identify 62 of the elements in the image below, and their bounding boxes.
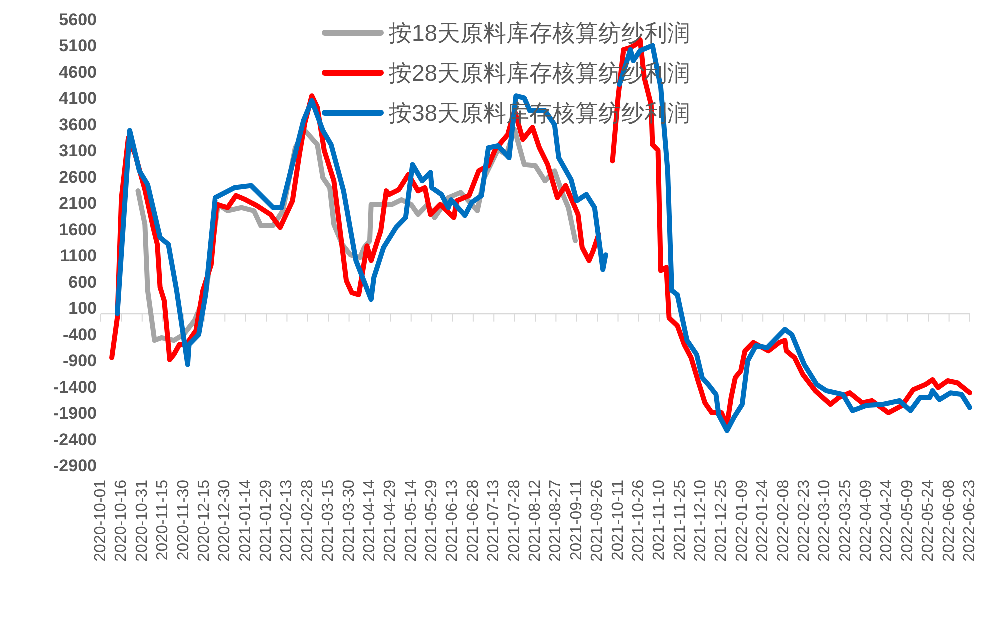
x-tick-label: 2021-04-29 bbox=[382, 480, 400, 562]
x-tick-label: 2021-05-29 bbox=[424, 480, 441, 562]
x-tick-label: 2021-02-13 bbox=[278, 480, 296, 562]
x-tick-label: 2021-01-29 bbox=[258, 480, 276, 562]
y-tick-label: 4600 bbox=[59, 62, 97, 82]
x-tick-label: 2022-06-08 bbox=[940, 480, 958, 562]
x-tick-label: 2021-02-28 bbox=[299, 480, 316, 562]
y-tick-label: 1100 bbox=[60, 246, 97, 266]
x-tick-label: 2021-12-10 bbox=[692, 480, 710, 562]
x-tick-label: 2021-11-25 bbox=[672, 480, 689, 561]
x-tick-label: 2020-10-01 bbox=[92, 480, 110, 562]
x-tick-label: 2020-11-15 bbox=[154, 480, 172, 561]
x-tick-label: 2021-08-12 bbox=[527, 480, 544, 562]
x-tick-label: 2021-06-28 bbox=[464, 480, 482, 562]
y-tick-label: -900 bbox=[62, 352, 97, 371]
x-tick-label: 2021-01-14 bbox=[237, 480, 254, 562]
x-tick-label: 2020-10-31 bbox=[134, 480, 151, 562]
x-tick-label: 2022-01-24 bbox=[754, 480, 772, 562]
x-tick-label: 2021-07-28 bbox=[506, 480, 524, 562]
x-tick-label: 2021-11-10 bbox=[651, 480, 668, 561]
y-tick-label: -2900 bbox=[54, 456, 97, 476]
x-tick-label: 2021-10-26 bbox=[630, 480, 648, 562]
x-tick-label: 2021-10-11 bbox=[610, 480, 627, 561]
x-tick-label: 2022-04-24 bbox=[878, 480, 896, 562]
x-tick-label: 2022-06-23 bbox=[962, 480, 978, 562]
y-tick-label: 2100 bbox=[59, 194, 97, 214]
y-tick-label: -400 bbox=[62, 325, 97, 344]
y-tick-label: 5600 bbox=[59, 10, 97, 30]
legend-label: 按18天原料库存核算纺纱利润 bbox=[389, 20, 691, 46]
y-tick-label: -1400 bbox=[54, 378, 97, 397]
y-tick-label: 5100 bbox=[59, 36, 97, 56]
y-tick-label: -2400 bbox=[54, 430, 97, 450]
x-tick-label: 2022-02-23 bbox=[796, 480, 813, 562]
x-tick-label: 2021-07-13 bbox=[486, 480, 503, 562]
x-tick-label: 2020-12-30 bbox=[216, 480, 234, 562]
x-tick-label: 2022-05-24 bbox=[920, 480, 938, 562]
x-tick-label: 2021-09-26 bbox=[589, 480, 606, 562]
x-tick-label: 2021-03-30 bbox=[340, 480, 358, 562]
x-tick-label: 2020-12-15 bbox=[196, 480, 213, 562]
x-tick-label: 2021-12-25 bbox=[713, 480, 730, 562]
x-tick-label: 2022-03-25 bbox=[837, 480, 854, 562]
x-tick-label: 2020-11-30 bbox=[175, 480, 192, 561]
x-tick-label: 2022-04-09 bbox=[858, 480, 876, 562]
x-tick-label: 2022-02-08 bbox=[775, 480, 792, 562]
y-tick-label: 1600 bbox=[59, 220, 97, 240]
y-tick-label: 3100 bbox=[59, 142, 97, 161]
x-tick-label: 2020-10-16 bbox=[113, 480, 130, 562]
x-tick-label: 2022-03-10 bbox=[816, 480, 834, 562]
y-tick-label: 4100 bbox=[59, 89, 97, 108]
x-tick-label: 2021-08-27 bbox=[548, 480, 565, 562]
x-tick-label: 2021-04-14 bbox=[361, 480, 378, 562]
y-tick-label: 2600 bbox=[59, 168, 97, 187]
x-tick-label: 2022-05-09 bbox=[899, 480, 916, 562]
y-tick-label: 100 bbox=[68, 299, 97, 318]
x-tick-label: 2021-03-15 bbox=[320, 480, 338, 562]
x-tick-label: 2022-01-09 bbox=[734, 480, 751, 562]
y-tick-label: -1900 bbox=[54, 404, 97, 424]
y-tick-label: 3600 bbox=[59, 115, 97, 134]
x-tick-label: 2021-09-11 bbox=[568, 480, 586, 561]
y-tick-label: 600 bbox=[68, 272, 97, 292]
x-tick-label: 2021-06-13 bbox=[444, 480, 462, 562]
x-tick-label: 2021-05-14 bbox=[402, 480, 420, 562]
